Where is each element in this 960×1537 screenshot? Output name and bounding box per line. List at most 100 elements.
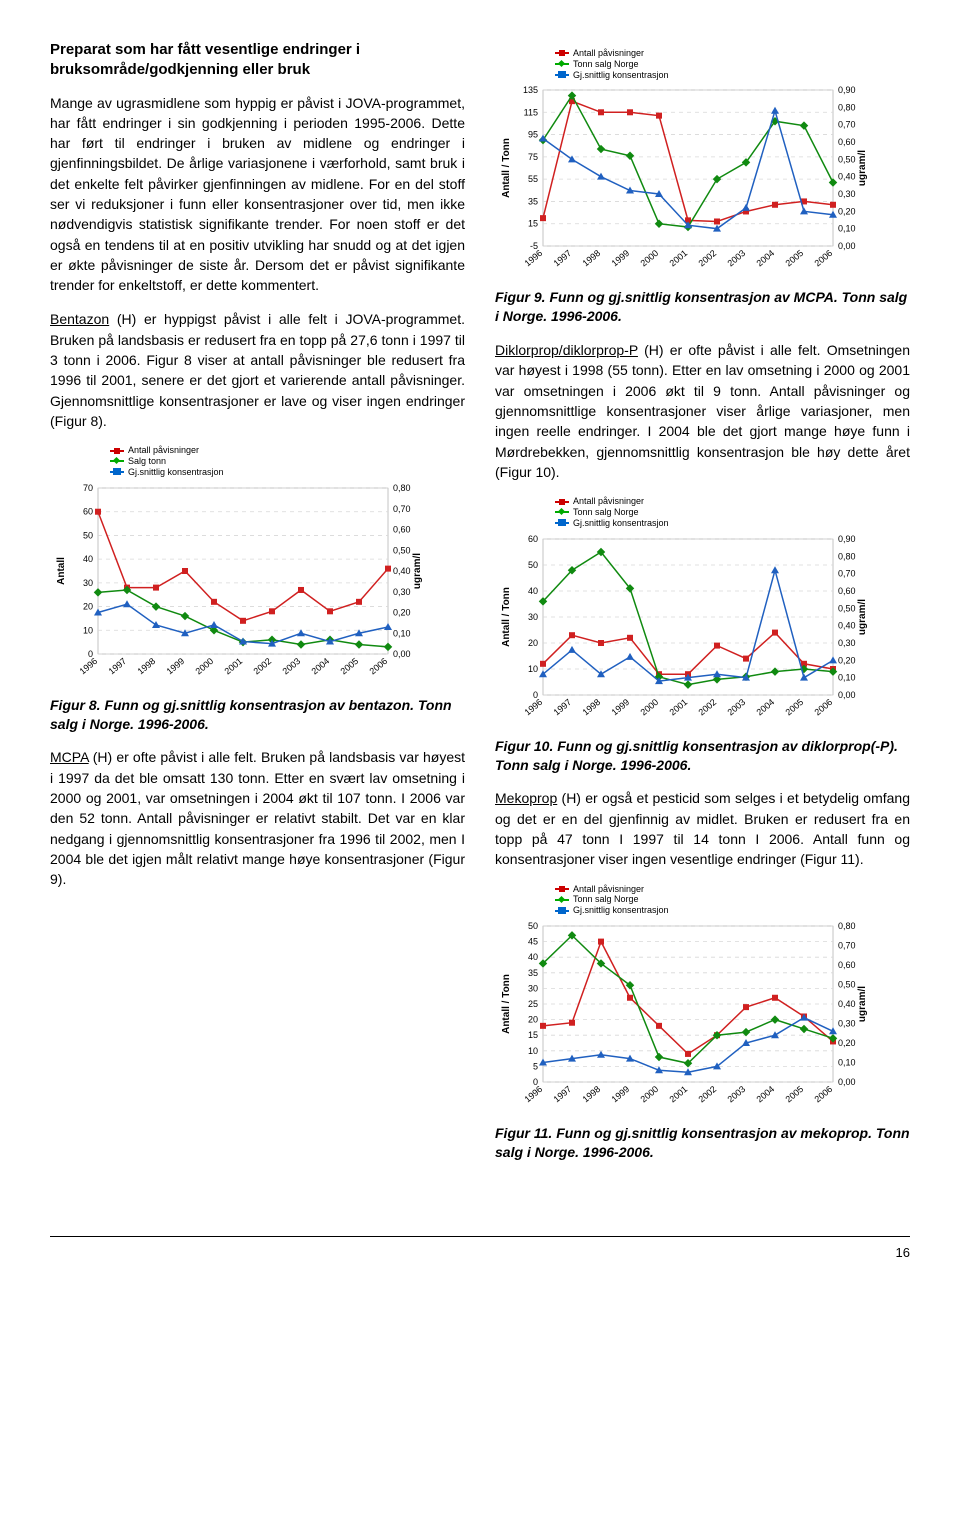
svg-text:75: 75 (528, 152, 538, 162)
figure-10-caption: Figur 10. Funn og gj.snittlig konsentras… (495, 737, 910, 775)
svg-text:2003: 2003 (726, 697, 748, 718)
svg-text:0,80: 0,80 (393, 483, 411, 493)
chart-11-svg: 051015202530354045500,000,100,200,300,40… (495, 918, 875, 1118)
svg-text:5: 5 (533, 1061, 538, 1071)
svg-text:1999: 1999 (610, 697, 632, 718)
lead-bentazon: Bentazon (50, 311, 109, 327)
chart-8-svg: 0102030405060700,000,100,200,300,400,500… (50, 480, 430, 690)
svg-text:2005: 2005 (784, 697, 806, 718)
svg-text:60: 60 (528, 534, 538, 544)
svg-text:1997: 1997 (552, 697, 574, 718)
legend-konc: Gj.snittlig konsentrasjon (573, 70, 669, 81)
svg-text:30: 30 (528, 612, 538, 622)
svg-text:1996: 1996 (523, 697, 545, 718)
svg-text:135: 135 (523, 85, 538, 95)
lead-mekoprop: Mekoprop (495, 790, 557, 806)
figure-11-legend: Antall påvisninger Tonn salg Norge Gj.sn… (555, 884, 910, 916)
svg-text:45: 45 (528, 937, 538, 947)
svg-text:0,60: 0,60 (838, 137, 856, 147)
lead-diklorprop: Diklorprop/diklorprop-P (495, 342, 638, 358)
para-3: MCPA (H) er ofte påvist i alle felt. Bru… (50, 747, 465, 889)
svg-text:10: 10 (83, 625, 93, 635)
svg-text:115: 115 (524, 108, 538, 118)
svg-text:ugram/l: ugram/l (857, 986, 868, 1022)
svg-text:1996: 1996 (523, 1084, 545, 1105)
svg-text:10: 10 (528, 664, 538, 674)
svg-text:2004: 2004 (755, 248, 777, 269)
page-number: 16 (0, 1245, 960, 1280)
svg-text:20: 20 (528, 1015, 538, 1025)
svg-text:60: 60 (83, 506, 93, 516)
svg-text:35: 35 (528, 197, 538, 207)
svg-text:0,80: 0,80 (838, 103, 856, 113)
svg-text:0,70: 0,70 (838, 120, 856, 130)
svg-text:0,20: 0,20 (838, 655, 856, 665)
figure-9: Antall påvisninger Tonn salg Norge Gj.sn… (495, 48, 910, 282)
svg-text:1997: 1997 (107, 656, 129, 677)
svg-text:0,20: 0,20 (393, 607, 411, 617)
svg-text:1998: 1998 (136, 656, 158, 677)
svg-text:0,30: 0,30 (838, 189, 856, 199)
svg-text:10: 10 (528, 1046, 538, 1056)
svg-text:2003: 2003 (726, 1084, 748, 1105)
svg-text:20: 20 (83, 601, 93, 611)
svg-text:0,40: 0,40 (838, 999, 856, 1009)
legend-salg: Tonn salg Norge (573, 507, 639, 518)
svg-text:0,10: 0,10 (393, 628, 411, 638)
legend-konc: Gj.snittlig konsentrasjon (573, 905, 669, 916)
svg-text:20: 20 (528, 638, 538, 648)
figure-10: Antall påvisninger Tonn salg Norge Gj.sn… (495, 496, 910, 730)
para-4-text: (H) er ofte påvist i alle felt. Omsetnin… (495, 342, 910, 480)
svg-text:2002: 2002 (697, 697, 719, 718)
svg-text:2000: 2000 (639, 697, 661, 718)
svg-text:0,00: 0,00 (838, 241, 856, 251)
svg-text:0,10: 0,10 (838, 1058, 856, 1068)
svg-text:2001: 2001 (668, 697, 690, 718)
svg-text:Antall / Tonn: Antall / Tonn (501, 587, 512, 647)
svg-text:40: 40 (528, 586, 538, 596)
svg-text:30: 30 (528, 983, 538, 993)
svg-text:2005: 2005 (339, 656, 361, 677)
svg-text:0,40: 0,40 (838, 172, 856, 182)
svg-text:0,50: 0,50 (838, 980, 856, 990)
svg-text:1998: 1998 (581, 1084, 603, 1105)
svg-text:1998: 1998 (581, 248, 603, 269)
para-5-text: (H) er også et pesticid som selges i et … (495, 790, 910, 867)
svg-text:0,00: 0,00 (838, 690, 856, 700)
lead-mcpa: MCPA (50, 749, 89, 765)
svg-text:0,60: 0,60 (838, 586, 856, 596)
svg-text:0,60: 0,60 (838, 960, 856, 970)
svg-text:0,10: 0,10 (838, 672, 856, 682)
svg-text:0,20: 0,20 (838, 207, 856, 217)
svg-text:2003: 2003 (281, 656, 303, 677)
svg-text:2003: 2003 (726, 248, 748, 269)
footer-rule (50, 1236, 910, 1237)
svg-text:50: 50 (528, 560, 538, 570)
svg-text:15: 15 (528, 1030, 538, 1040)
right-column: Antall påvisninger Tonn salg Norge Gj.sn… (495, 40, 910, 1176)
svg-text:0,70: 0,70 (838, 941, 856, 951)
svg-text:ugram/l: ugram/l (857, 150, 868, 186)
svg-text:Antall: Antall (56, 557, 67, 585)
svg-text:2006: 2006 (813, 697, 835, 718)
legend-konc: Gj.snittlig konsentrasjon (128, 467, 224, 478)
legend-antall: Antall påvisninger (128, 445, 199, 456)
svg-text:0,90: 0,90 (838, 85, 856, 95)
para-4: Diklorprop/diklorprop-P (H) er ofte påvi… (495, 340, 910, 482)
svg-text:ugram/l: ugram/l (857, 598, 868, 634)
svg-text:2001: 2001 (223, 656, 245, 677)
svg-text:2002: 2002 (697, 248, 719, 269)
svg-text:Antall / Tonn: Antall / Tonn (501, 138, 512, 198)
svg-text:0,30: 0,30 (393, 586, 411, 596)
svg-text:0,10: 0,10 (838, 224, 856, 234)
svg-text:0,40: 0,40 (838, 620, 856, 630)
svg-text:2000: 2000 (639, 1084, 661, 1105)
para-1: Mange av ugrasmidlene som hyppig er påvi… (50, 93, 465, 296)
figure-11-caption: Figur 11. Funn og gj.snittlig konsentras… (495, 1124, 910, 1162)
svg-text:2004: 2004 (310, 656, 332, 677)
svg-text:1996: 1996 (523, 248, 545, 269)
legend-antall: Antall påvisninger (573, 48, 644, 59)
svg-text:15: 15 (528, 219, 538, 229)
svg-text:0,50: 0,50 (393, 545, 411, 555)
figure-9-caption: Figur 9. Funn og gj.snittlig konsentrasj… (495, 288, 910, 326)
